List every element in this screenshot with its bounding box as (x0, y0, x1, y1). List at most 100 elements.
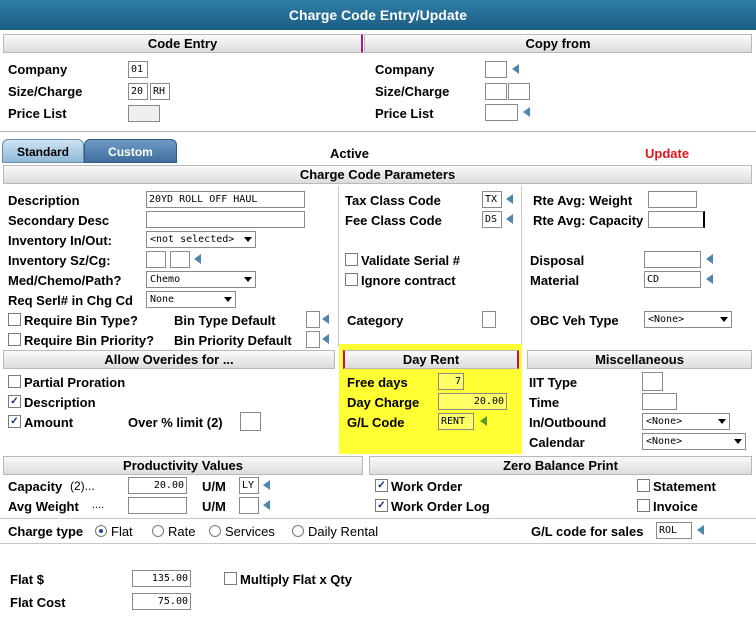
material-lookup-icon[interactable] (706, 274, 713, 284)
tabs-divider (0, 131, 756, 132)
tab-standard[interactable]: Standard (2, 139, 84, 163)
copy-charge-input[interactable] (508, 83, 530, 100)
ignore-contract-checkbox[interactable] (345, 273, 358, 286)
capacity-paren: (2)... (70, 479, 95, 493)
require-bin-priority-label: Require Bin Priority? (24, 333, 155, 348)
charge-type-rate-radio[interactable] (152, 525, 164, 537)
copy-price-list-input[interactable] (485, 104, 518, 121)
validate-serial-checkbox[interactable] (345, 253, 358, 266)
bin-type-lookup-icon[interactable] (322, 314, 329, 324)
fee-class-lookup-icon[interactable] (506, 214, 513, 224)
work-order-checkbox[interactable]: ✓ (375, 479, 388, 492)
description-label: Description (8, 193, 80, 208)
status-label: Active (330, 146, 370, 161)
avg-weight-dots: .... (92, 499, 105, 511)
calendar-select[interactable]: <None> (642, 433, 746, 450)
gl-code-input[interactable]: RENT (438, 413, 474, 430)
flat-input[interactable]: 135.00 (132, 570, 191, 587)
um-label: U/M (202, 479, 226, 494)
inventory-inout-select[interactable]: <not selected> (146, 231, 256, 248)
iit-type-input[interactable] (642, 372, 663, 391)
rte-capacity-input[interactable] (648, 211, 705, 228)
reqserl-select[interactable]: None (146, 291, 236, 308)
chevron-down-icon (244, 237, 252, 242)
day-rent-header: Day Rent (343, 350, 519, 369)
um-input[interactable]: LY (239, 477, 259, 494)
price-list-label: Price List (8, 106, 67, 121)
day-charge-label: Day Charge (347, 395, 420, 410)
inventory-sz-label: Inventory Sz/Cg: (8, 253, 111, 268)
fee-class-input[interactable]: DS (482, 211, 502, 228)
divider-left (338, 186, 339, 346)
time-input[interactable] (642, 393, 677, 410)
charge-type-flat-radio[interactable] (95, 525, 107, 537)
obc-veh-type-label: OBC Veh Type (530, 313, 619, 328)
um2-input[interactable] (239, 497, 259, 514)
bin-priority-lookup-icon[interactable] (322, 334, 329, 344)
obc-veh-type-select[interactable]: <None> (644, 311, 732, 328)
rte-weight-label: Rte Avg: Weight (533, 193, 633, 208)
bin-type-default-input[interactable] (306, 311, 320, 328)
productivity-header: Productivity Values (3, 456, 363, 475)
override-description-label: Description (24, 395, 96, 410)
avg-weight-input[interactable] (128, 497, 187, 514)
tax-class-label: Tax Class Code (345, 193, 441, 208)
tab-custom[interactable]: Custom (84, 139, 177, 163)
charge-type-daily-rental-radio[interactable] (292, 525, 304, 537)
company-input[interactable]: 01 (128, 61, 148, 78)
bin-priority-default-input[interactable] (306, 331, 320, 348)
charge-input[interactable]: RH (150, 83, 170, 100)
copy-price-list-lookup-icon[interactable] (523, 107, 530, 117)
material-input[interactable]: CD (644, 271, 701, 288)
charge-type-label: Charge type (8, 524, 84, 539)
misc-header: Miscellaneous (527, 350, 752, 369)
iit-type-label: IIT Type (529, 375, 578, 390)
secondary-desc-label: Secondary Desc (8, 213, 110, 228)
override-description-checkbox[interactable]: ✓ (8, 395, 21, 408)
capacity-input[interactable]: 20.00 (128, 477, 187, 494)
price-list-input[interactable] (128, 105, 160, 122)
statement-checkbox[interactable] (637, 479, 650, 492)
copy-company-input[interactable] (485, 61, 507, 78)
day-charge-input[interactable]: 20.00 (438, 393, 507, 410)
work-order-log-checkbox[interactable]: ✓ (375, 499, 388, 512)
gl-sales-input[interactable]: ROL (656, 522, 692, 539)
overrides-header: Allow Overides for ... (3, 350, 335, 369)
flat-cost-input[interactable]: 75.00 (132, 593, 191, 610)
chevron-down-icon (734, 439, 742, 444)
gl-code-lookup-icon[interactable] (480, 416, 487, 426)
copy-company-lookup-icon[interactable] (512, 64, 519, 74)
secondary-desc-input[interactable] (146, 211, 305, 228)
partial-proration-label: Partial Proration (24, 375, 126, 390)
chevron-down-icon (720, 317, 728, 322)
require-bin-priority-checkbox[interactable] (8, 333, 21, 346)
category-input[interactable] (482, 311, 496, 328)
medchemo-select[interactable]: Chemo (146, 271, 256, 288)
rte-weight-input[interactable] (648, 191, 697, 208)
multiply-flat-checkbox[interactable] (224, 572, 237, 585)
gl-sales-lookup-icon[interactable] (697, 525, 704, 535)
override-amount-checkbox[interactable]: ✓ (8, 415, 21, 428)
charge-type-services-radio[interactable] (209, 525, 221, 537)
tax-class-input[interactable]: TX (482, 191, 502, 208)
disposal-lookup-icon[interactable] (706, 254, 713, 264)
over-limit-input[interactable] (240, 412, 261, 431)
partial-proration-checkbox[interactable] (8, 375, 21, 388)
gl-sales-label: G/L code for sales (531, 524, 644, 539)
inventory-size-input[interactable] (146, 251, 166, 268)
require-bin-type-checkbox[interactable] (8, 313, 21, 326)
size-input[interactable]: 20 (128, 83, 148, 100)
copy-size-input[interactable] (485, 83, 507, 100)
inventory-lookup-icon[interactable] (194, 254, 201, 264)
disposal-input[interactable] (644, 251, 701, 268)
gl-code-label: G/L Code (347, 415, 405, 430)
um-lookup-icon[interactable] (263, 480, 270, 490)
invoice-checkbox[interactable] (637, 499, 650, 512)
update-label[interactable]: Update (645, 146, 690, 161)
um2-lookup-icon[interactable] (263, 500, 270, 510)
inout-select[interactable]: <None> (642, 413, 730, 430)
tax-class-lookup-icon[interactable] (506, 194, 513, 204)
inventory-charge-input[interactable] (170, 251, 190, 268)
free-days-input[interactable]: 7 (438, 373, 464, 390)
description-input[interactable]: 20YD ROLL OFF HAUL (146, 191, 305, 208)
